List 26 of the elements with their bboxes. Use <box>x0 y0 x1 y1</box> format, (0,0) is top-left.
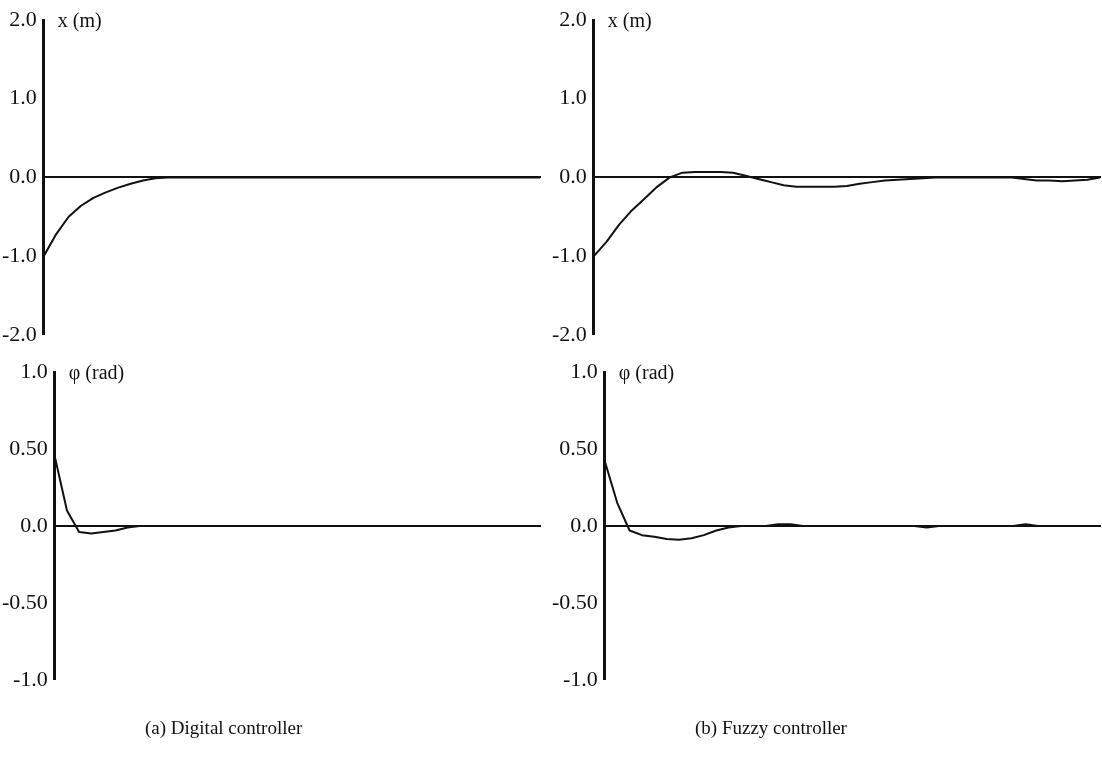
y-tick-label: 0.0 <box>570 511 598 537</box>
y-tick-label: -0.50 <box>2 588 48 614</box>
y-axis-title: φ (rad) <box>618 361 675 385</box>
y-tick-label: 0.0 <box>559 163 587 189</box>
y-tick-label: 0.0 <box>20 511 48 537</box>
y-tick-label: 1.0 <box>20 357 48 383</box>
y-tick-label: -1.0 <box>2 241 37 267</box>
text: (a) Digital controller <box>145 717 303 739</box>
y-tick-label: -1.0 <box>552 241 587 267</box>
y-tick-label: 0.0 <box>9 163 37 189</box>
y-tick-label: -1.0 <box>13 665 48 691</box>
text: (b) Fuzzy controller <box>695 717 847 739</box>
y-tick-label: 2.0 <box>559 5 587 31</box>
y-tick-label: 0.50 <box>559 434 598 460</box>
y-axis-title: φ (rad) <box>68 361 125 385</box>
y-tick-label: -1.0 <box>563 665 598 691</box>
y-tick-label: -2.0 <box>552 320 587 346</box>
y-tick-label: 1.0 <box>570 357 598 383</box>
y-axis-title: x (m) <box>607 9 652 33</box>
y-axis-title: x (m) <box>57 9 102 33</box>
y-tick-label: 0.50 <box>9 434 48 460</box>
y-tick-label: 2.0 <box>9 5 37 31</box>
y-tick-label: -0.50 <box>552 588 598 614</box>
y-tick-label: -2.0 <box>2 320 37 346</box>
y-tick-label: 1.0 <box>9 84 37 110</box>
y-tick-label: 1.0 <box>559 84 587 110</box>
